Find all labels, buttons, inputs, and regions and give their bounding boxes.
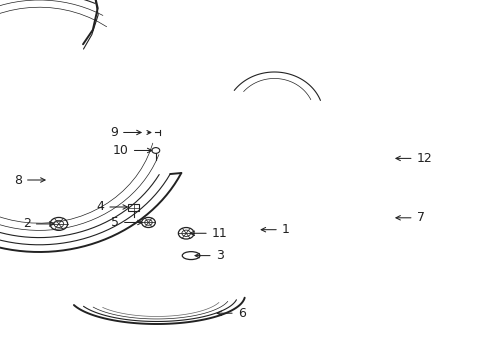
- Text: 4: 4: [97, 201, 127, 213]
- Text: 9: 9: [110, 126, 141, 139]
- Bar: [128, 204, 139, 211]
- Text: 10: 10: [113, 144, 152, 157]
- Text: 7: 7: [396, 211, 424, 224]
- Text: 5: 5: [111, 216, 142, 229]
- Text: 6: 6: [217, 307, 245, 320]
- Text: 8: 8: [14, 174, 45, 186]
- Text: 12: 12: [396, 152, 432, 165]
- Text: 11: 11: [190, 227, 227, 240]
- Text: 1: 1: [261, 223, 290, 236]
- Text: 2: 2: [23, 217, 54, 230]
- Text: 3: 3: [195, 249, 223, 262]
